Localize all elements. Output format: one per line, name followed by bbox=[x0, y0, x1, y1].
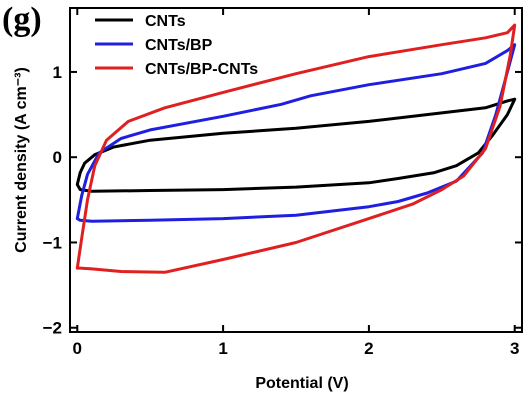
legend-label-2: CNTs/BP bbox=[145, 37, 213, 54]
x-tick-label: 2 bbox=[364, 339, 373, 358]
series-line-2 bbox=[75, 43, 517, 223]
legend: CNTs CNTs/BP CNTs/BP-CNTs bbox=[95, 13, 258, 78]
y-tick-label: −2 bbox=[43, 319, 62, 338]
plot-axes: 0 1 2 3 −2 −1 0 1 bbox=[43, 7, 523, 358]
series-line-1 bbox=[75, 97, 517, 193]
panel-label: (g) bbox=[2, 1, 42, 38]
x-tick-label: 1 bbox=[218, 339, 227, 358]
x-tick-label: 0 bbox=[73, 339, 82, 358]
y-tick-label: −1 bbox=[43, 233, 62, 252]
series-line-3 bbox=[75, 23, 517, 274]
plot-frame bbox=[69, 7, 523, 333]
legend-label-3: CNTs/BP-CNTs bbox=[145, 61, 258, 78]
plot-series bbox=[75, 23, 517, 274]
y-tick-label: 1 bbox=[53, 63, 62, 82]
x-axis-label: Potential (V) bbox=[255, 375, 348, 392]
y-tick-label: 0 bbox=[53, 148, 62, 167]
legend-label-1: CNTs bbox=[145, 13, 186, 30]
y-axis-label: Current density (A cm⁻³) bbox=[13, 67, 30, 253]
x-tick-label: 3 bbox=[510, 339, 519, 358]
